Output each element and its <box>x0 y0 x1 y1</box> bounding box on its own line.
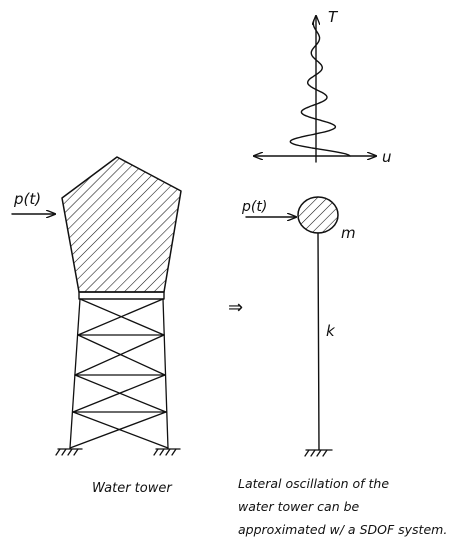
water-tank <box>61 156 182 293</box>
equivalence-arrow: ⇒ <box>228 297 243 318</box>
tower-load-label: p(t) <box>13 190 41 208</box>
tower-left-support <box>55 448 83 456</box>
oscillation-response-curve <box>289 19 351 157</box>
time-axis-label: T <box>328 8 339 26</box>
water-tower: p(t) <box>11 156 182 496</box>
fixed-support <box>304 449 333 457</box>
stiffness-label: k <box>326 322 336 340</box>
sdof-model: p(t) m k <box>241 196 356 457</box>
displacement-axis-label: u <box>382 148 392 166</box>
tower-right-support <box>153 448 181 456</box>
response-plot: T u <box>254 8 392 166</box>
sdof-load-label: p(t) <box>241 199 267 215</box>
explanation-note: Lateral oscillation of the water tower c… <box>238 476 447 537</box>
note-line-2: water tower can be <box>238 499 360 514</box>
tower-frame <box>69 298 169 449</box>
mass-label: m <box>341 224 356 242</box>
column-element <box>317 232 320 451</box>
lumped-mass <box>297 196 339 234</box>
note-line-1: Lateral oscillation of the <box>238 476 389 491</box>
tower-caption: Water tower <box>92 481 173 496</box>
tank-ring-beam <box>78 291 165 300</box>
note-line-3: approximated w/ a SDOF system. <box>238 522 447 537</box>
